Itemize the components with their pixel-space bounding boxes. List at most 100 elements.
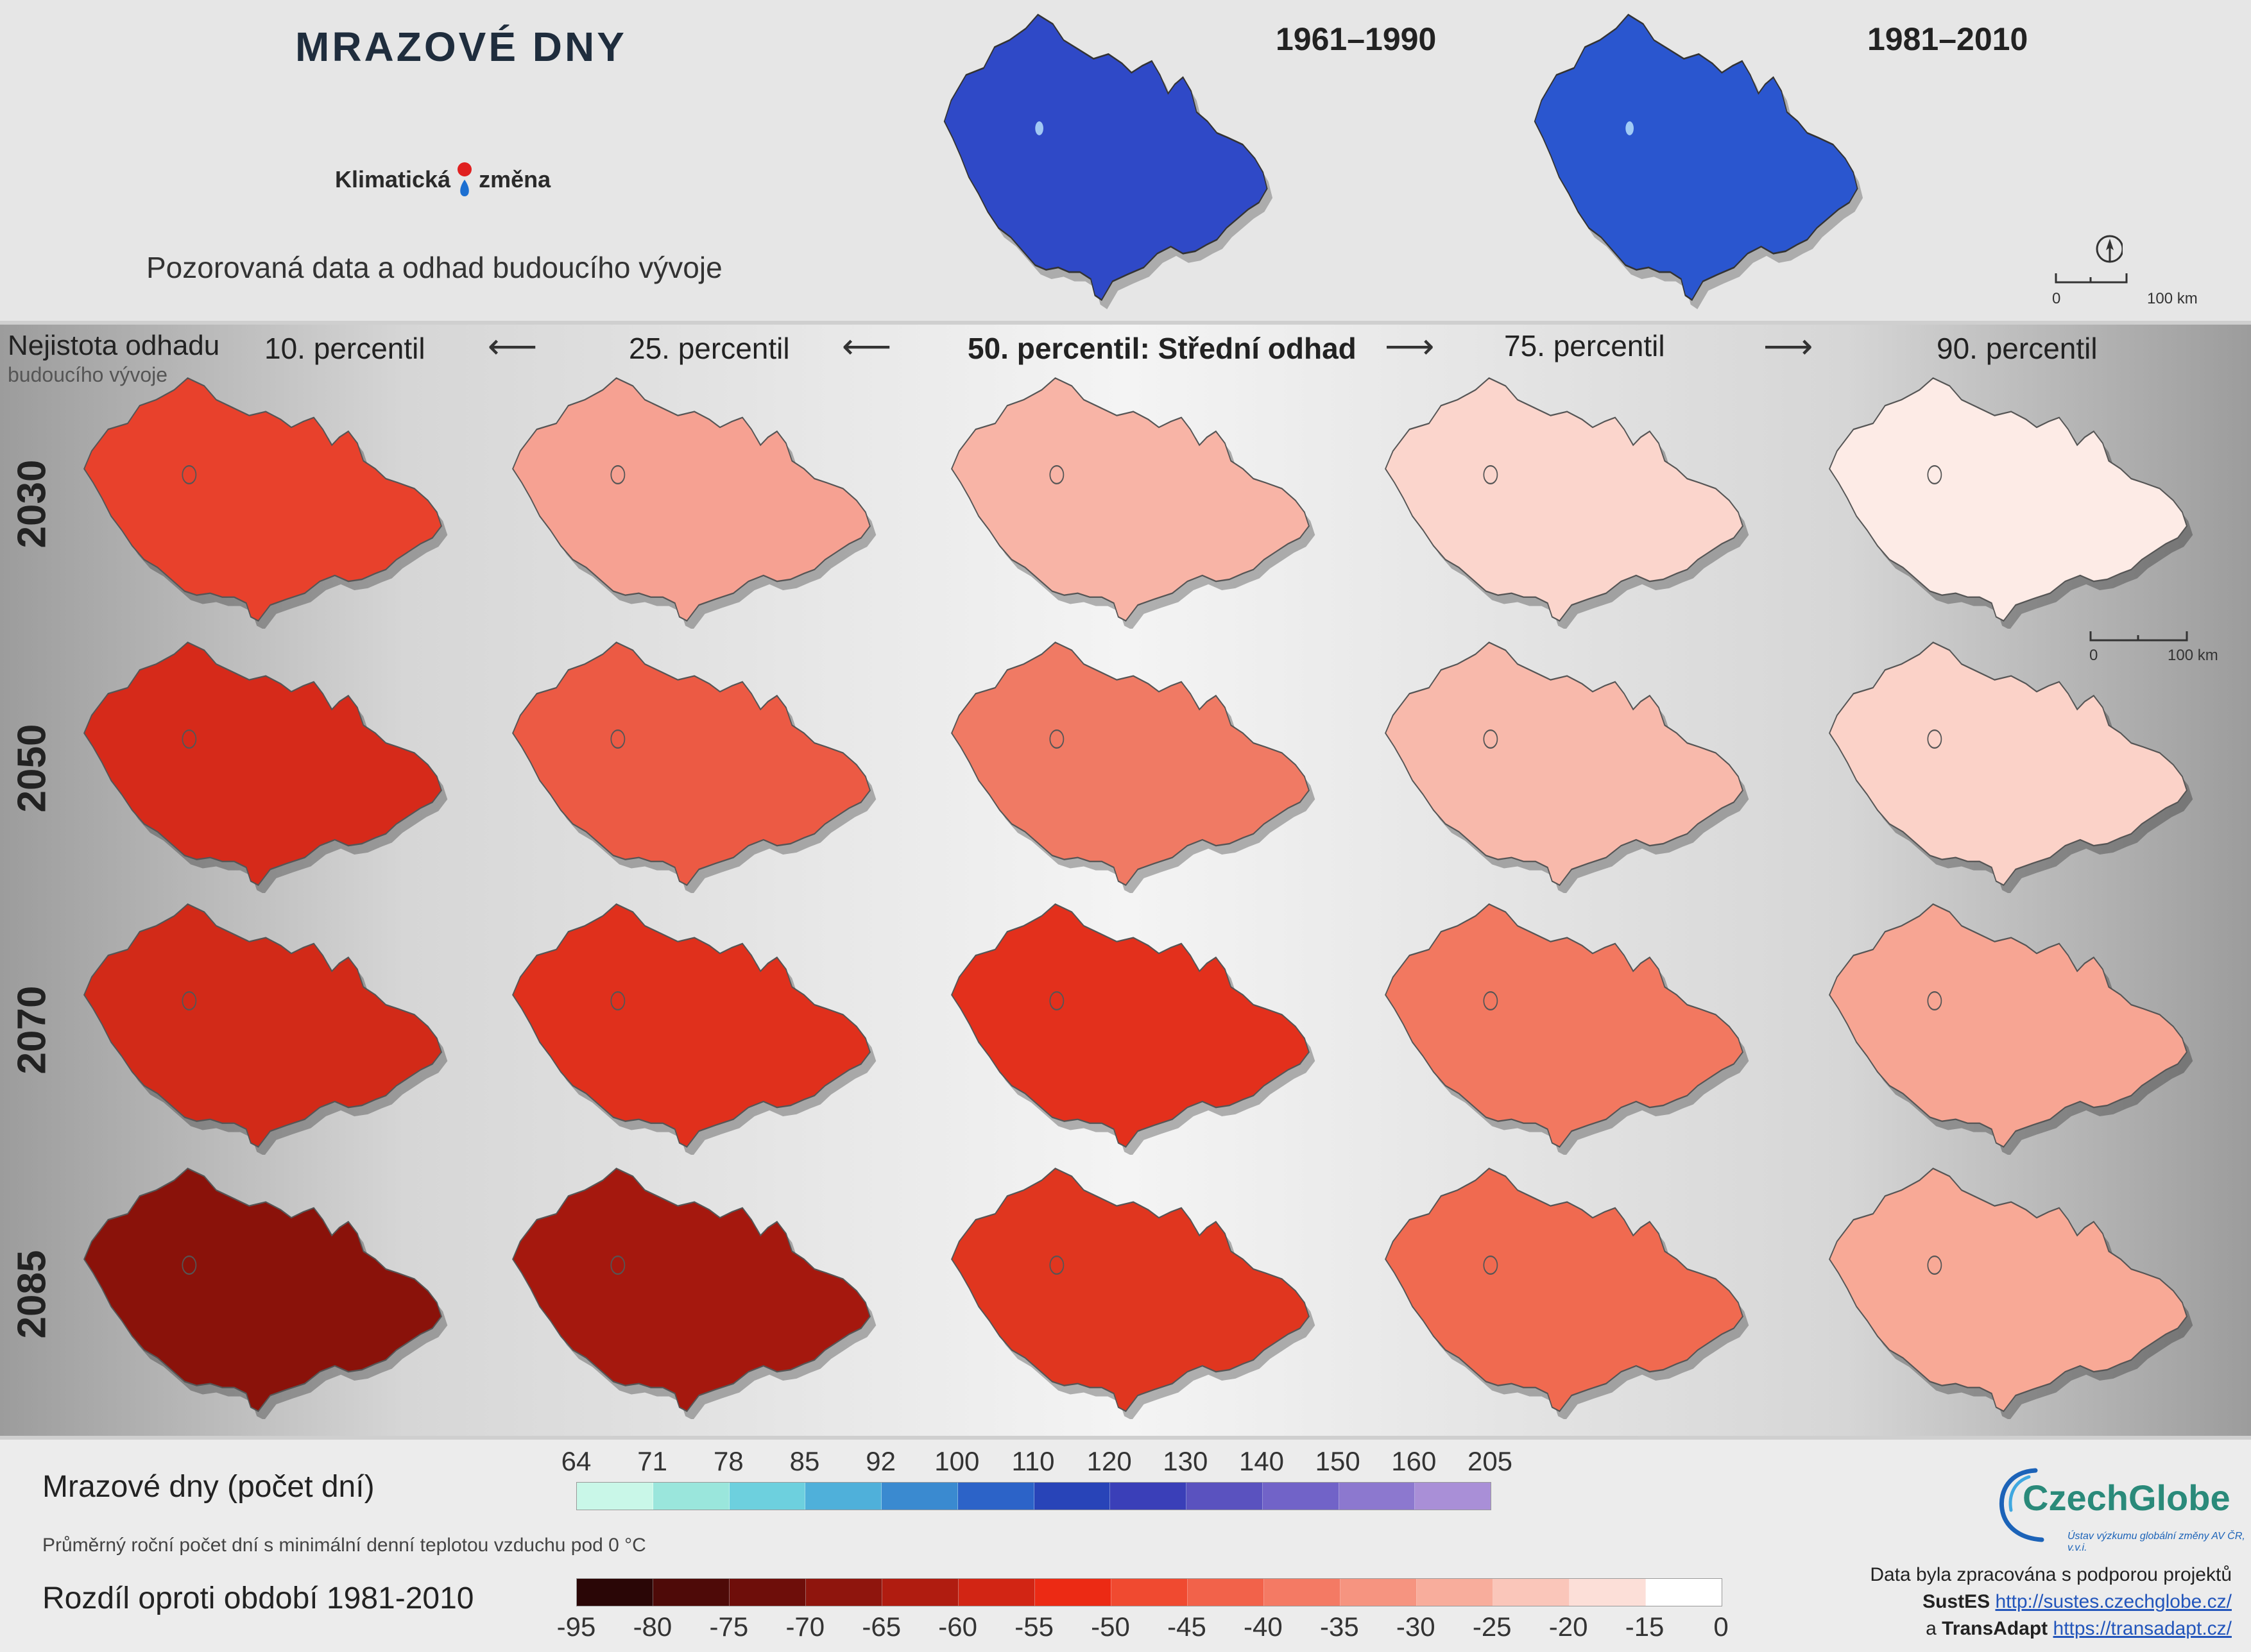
diff-swatch — [1493, 1579, 1570, 1606]
diff-swatch — [577, 1579, 653, 1606]
diff-tick-label: -60 — [938, 1612, 978, 1642]
diff-swatch — [1646, 1579, 1722, 1606]
credits-block: Data byla zpracována s podporou projektů… — [1870, 1562, 2232, 1642]
diff-tick-label: -45 — [1167, 1612, 1206, 1642]
diff-tick-label: -25 — [1472, 1612, 1512, 1642]
frost-swatch — [805, 1483, 882, 1510]
credits-line: Data byla zpracována s podporou projektů — [1870, 1564, 2232, 1585]
uncertainty-label: Nejistota odhadu — [8, 330, 220, 361]
row-label-2030: 2030 — [10, 459, 55, 549]
column-header-p90: 90. percentil — [1937, 332, 2098, 365]
czechglobe-subtitle: Ústav výzkumu globální změny AV ČR, v.v.… — [2067, 1531, 2245, 1553]
arrow-left-icon: ⟵ — [842, 327, 892, 366]
diff-swatch — [882, 1579, 959, 1606]
frost-tick-label: 71 — [637, 1446, 668, 1476]
map-2050-col-5 — [1828, 642, 2193, 893]
scale-end-header: 100 km — [2147, 290, 2198, 307]
diff-tick-label: -40 — [1244, 1612, 1283, 1642]
frost-legend-title: Mrazové dny (počet dní) — [42, 1470, 375, 1504]
diff-tick-label: 0 — [1713, 1612, 1729, 1642]
map-2030-col-1 — [83, 377, 448, 629]
frost-tick-label: 205 — [1467, 1446, 1513, 1476]
frost-colorbar — [576, 1482, 1491, 1510]
brand-logo: Klimatická změna — [335, 160, 551, 199]
diff-tick-label: -80 — [633, 1612, 672, 1642]
frost-tick-label: 64 — [561, 1446, 592, 1476]
scale-bar-header — [2055, 273, 2128, 284]
project-transadapt: TransAdapt — [1942, 1618, 2048, 1639]
row-label-2070: 2070 — [10, 985, 55, 1075]
frost-tick-label: 120 — [1086, 1446, 1132, 1476]
frost-swatch — [957, 1483, 1034, 1510]
diff-swatch — [1188, 1579, 1264, 1606]
diff-swatch — [806, 1579, 882, 1606]
diff-swatch — [959, 1579, 1035, 1606]
map-2070-col-2 — [511, 903, 877, 1155]
diff-swatch — [1417, 1579, 1493, 1606]
frost-swatch — [729, 1483, 806, 1510]
row-label-2050: 2050 — [10, 724, 55, 813]
diff-swatch — [1111, 1579, 1188, 1606]
diff-tick-label: -30 — [1396, 1612, 1435, 1642]
observed-map-1981-2010 — [1534, 13, 1863, 309]
diff-tick-label: -55 — [1014, 1612, 1054, 1642]
arrow-right-icon: ⟶ — [1763, 327, 1813, 366]
diff-tick-label: -75 — [709, 1612, 749, 1642]
map-2030-col-2 — [511, 377, 877, 629]
diff-colorbar — [576, 1578, 1722, 1606]
page-subtitle: Pozorovaná data a odhad budoucího vývoje — [146, 251, 723, 284]
arrow-right-icon: ⟶ — [1385, 327, 1435, 366]
diff-tick-label: -50 — [1091, 1612, 1130, 1642]
map-2085-col-5 — [1828, 1168, 2193, 1419]
frost-swatch — [1110, 1483, 1186, 1510]
diff-legend-title: Rozdíl oproti období 1981-2010 — [42, 1581, 474, 1615]
frost-swatch — [882, 1483, 958, 1510]
observed-map-1961-1990 — [943, 13, 1273, 309]
map-2050-col-4 — [1384, 642, 1749, 893]
row-label-2085: 2085 — [10, 1250, 55, 1339]
map-2030-col-5 — [1828, 377, 2193, 629]
frost-swatch — [1186, 1483, 1263, 1510]
diff-tick-label: -70 — [785, 1612, 825, 1642]
footer-panel — [0, 1436, 2251, 1652]
column-header-p75: 75. percentil — [1504, 329, 1665, 362]
brand-left-text: Klimatická — [335, 166, 451, 192]
frost-swatch — [653, 1483, 730, 1510]
frost-legend-note: Průměrný roční počet dní s minimální den… — [42, 1535, 646, 1556]
scale-start-header: 0 — [2052, 290, 2061, 307]
diff-swatch — [653, 1579, 730, 1606]
frost-swatch — [1262, 1483, 1339, 1510]
credits-and: a — [1926, 1618, 1937, 1639]
thermometer-drop-icon — [458, 162, 472, 196]
diff-swatch — [730, 1579, 806, 1606]
diff-swatch — [1570, 1579, 1646, 1606]
period-label-1981-2010: 1981–2010 — [1867, 21, 2028, 57]
diff-swatch — [1340, 1579, 1417, 1606]
frost-tick-label: 130 — [1163, 1446, 1208, 1476]
arrow-left-icon: ⟵ — [488, 327, 538, 366]
diff-swatch — [1035, 1579, 1111, 1606]
map-2030-col-3 — [950, 377, 1315, 629]
czechglobe-logo — [1999, 1468, 2044, 1542]
diff-swatch — [1264, 1579, 1340, 1606]
frost-swatch — [1339, 1483, 1416, 1510]
column-header-p50: 50. percentil: Střední odhad — [968, 332, 1357, 365]
frost-swatch — [1415, 1483, 1491, 1510]
brand-right-text: změna — [479, 166, 551, 192]
diff-tick-label: -20 — [1548, 1612, 1588, 1642]
diff-tick-label: -35 — [1319, 1612, 1359, 1642]
link-sustes[interactable]: http://sustes.czechglobe.cz/ — [1995, 1591, 2232, 1612]
map-2085-col-1 — [83, 1168, 448, 1419]
frost-tick-label: 150 — [1315, 1446, 1360, 1476]
page-title: MRAZOVÉ DNY — [295, 24, 627, 70]
frost-tick-label: 85 — [789, 1446, 820, 1476]
map-2085-col-4 — [1384, 1168, 1749, 1419]
diff-tick-label: -65 — [862, 1612, 902, 1642]
frost-tick-label: 140 — [1238, 1446, 1285, 1476]
map-2085-col-2 — [511, 1168, 877, 1419]
link-transadapt[interactable]: https://transadapt.cz/ — [2053, 1618, 2232, 1639]
map-2050-col-2 — [511, 642, 877, 893]
period-label-1961-1990: 1961–1990 — [1276, 21, 1437, 57]
diff-tick-label: -95 — [556, 1612, 596, 1642]
